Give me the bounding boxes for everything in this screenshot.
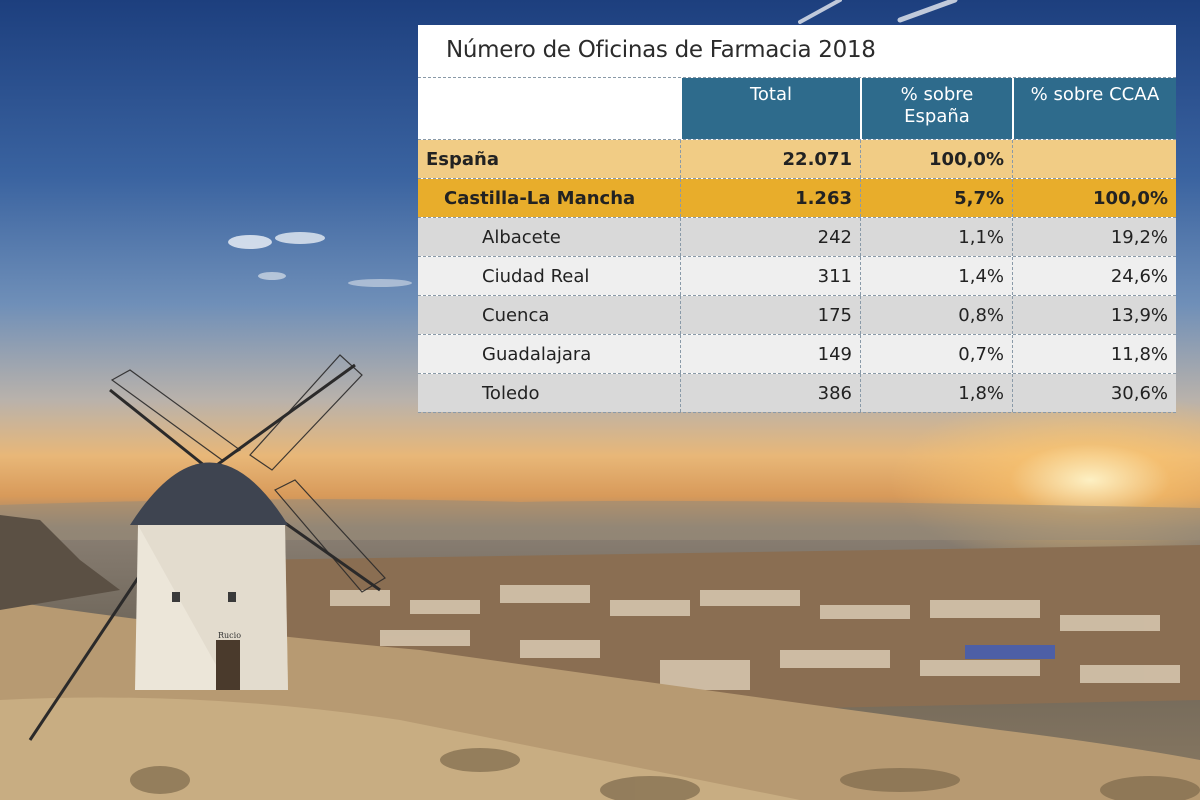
header-pct-ccaa-label: % sobre CCAA [1030, 84, 1160, 105]
row-pct-ccaa: 11,8% [1012, 335, 1176, 373]
header-pct-espana: % sobre España [860, 78, 1012, 139]
header-total-label: Total [749, 84, 793, 105]
row-name: Castilla-La Mancha [418, 179, 680, 217]
row-pct-ccaa: 19,2% [1012, 218, 1176, 256]
table-row-castilla-la-mancha: Castilla-La Mancha 1.263 5,7% 100,0% [418, 178, 1176, 217]
row-total: 149 [680, 335, 860, 373]
row-pct-ccaa: 13,9% [1012, 296, 1176, 334]
table-title: Número de Oficinas de Farmacia 2018 [446, 37, 876, 63]
row-name: Toledo [418, 374, 680, 412]
row-total: 242 [680, 218, 860, 256]
row-name: Guadalajara [418, 335, 680, 373]
row-name: Ciudad Real [418, 257, 680, 295]
table-row-toledo: Toledo 386 1,8% 30,6% [418, 373, 1176, 413]
row-pct-espana: 0,8% [860, 296, 1012, 334]
mill-plaque-text: Rucio [218, 631, 241, 640]
row-pct-ccaa [1012, 140, 1176, 178]
row-total: 311 [680, 257, 860, 295]
data-table: Total % sobre España % sobre CCAA España… [418, 77, 1176, 413]
table-row-ciudad-real: Ciudad Real 311 1,4% 24,6% [418, 256, 1176, 295]
row-pct-espana: 1,4% [860, 257, 1012, 295]
row-total: 386 [680, 374, 860, 412]
header-pct-ccaa: % sobre CCAA [1012, 78, 1176, 139]
header-empty-cell [418, 78, 680, 139]
row-pct-ccaa: 24,6% [1012, 257, 1176, 295]
row-pct-espana: 1,8% [860, 374, 1012, 412]
header-pct-espana-line1: % sobre [900, 84, 974, 105]
header-pct-espana-label: % sobre España [901, 84, 974, 128]
table-row-albacete: Albacete 242 1,1% 19,2% [418, 217, 1176, 256]
row-total: 22.071 [680, 140, 860, 178]
table-header-row: Total % sobre España % sobre CCAA [418, 77, 1176, 139]
table-row-espana: España 22.071 100,0% [418, 139, 1176, 178]
row-pct-espana: 5,7% [860, 179, 1012, 217]
pharmacy-table-card: Número de Oficinas de Farmacia 2018 Tota… [418, 25, 1176, 413]
row-pct-ccaa: 100,0% [1012, 179, 1176, 217]
row-name: Albacete [418, 218, 680, 256]
header-total: Total [680, 78, 860, 139]
row-total: 175 [680, 296, 860, 334]
row-total: 1.263 [680, 179, 860, 217]
row-name: España [418, 140, 680, 178]
row-pct-ccaa: 30,6% [1012, 374, 1176, 412]
row-pct-espana: 1,1% [860, 218, 1012, 256]
header-pct-espana-line2: España [904, 106, 970, 127]
row-pct-espana: 0,7% [860, 335, 1012, 373]
table-row-cuenca: Cuenca 175 0,8% 13,9% [418, 295, 1176, 334]
table-row-guadalajara: Guadalajara 149 0,7% 11,8% [418, 334, 1176, 373]
row-name: Cuenca [418, 296, 680, 334]
row-pct-espana: 100,0% [860, 140, 1012, 178]
